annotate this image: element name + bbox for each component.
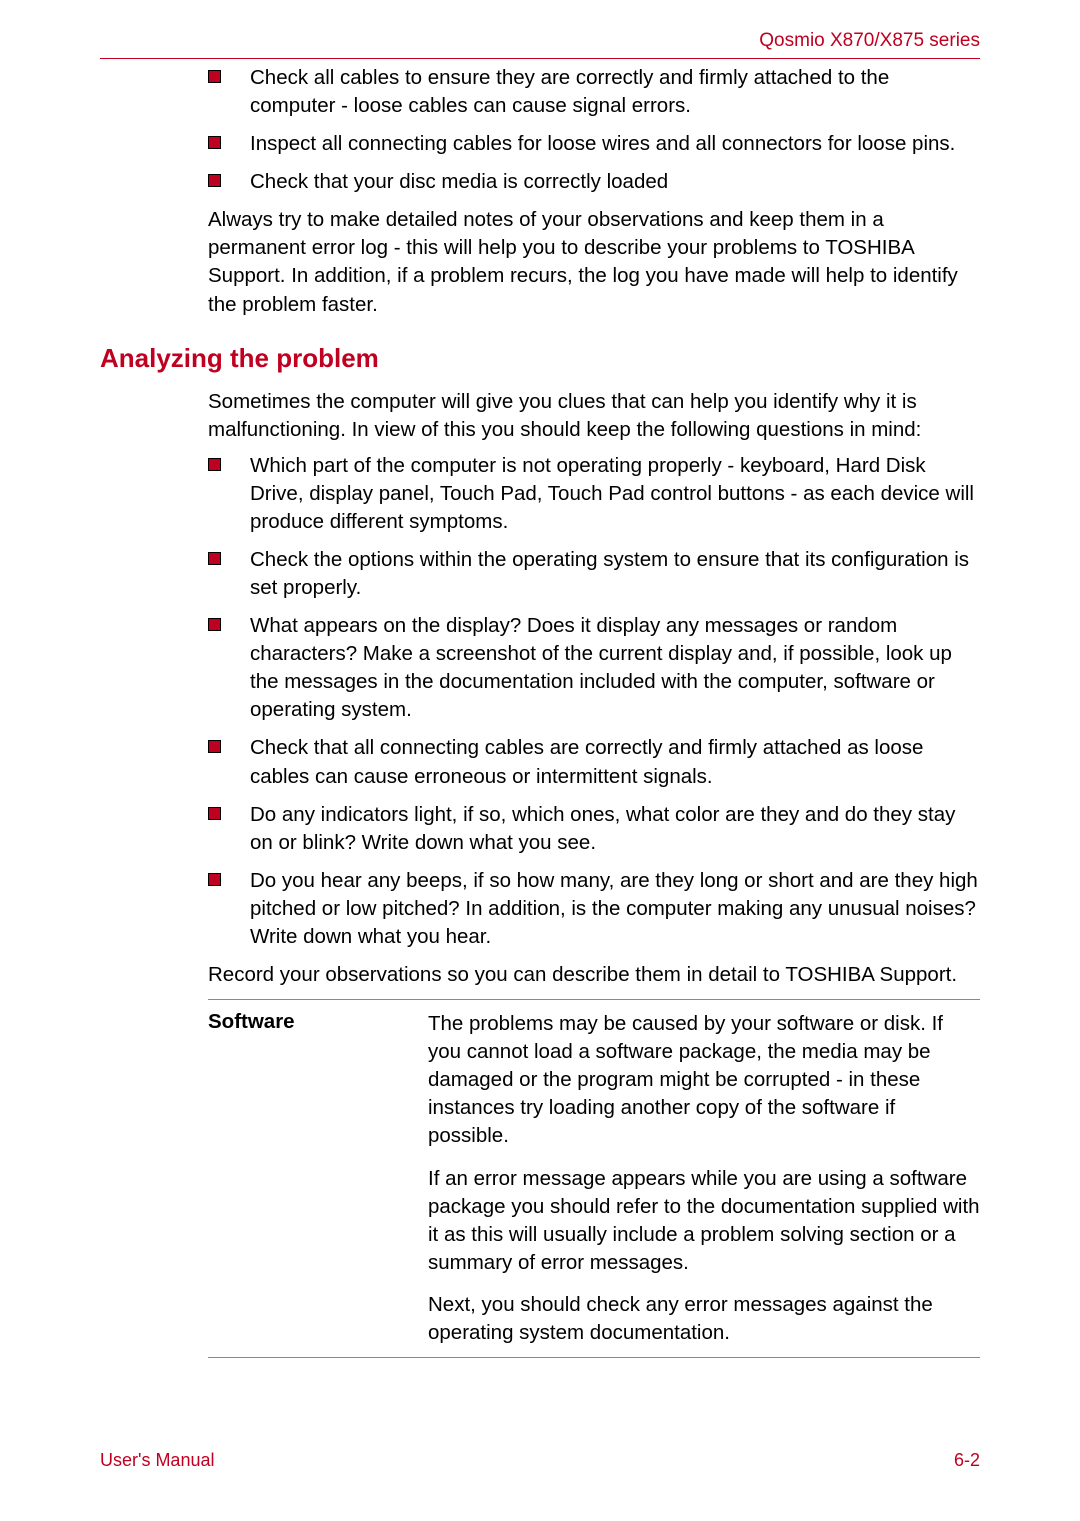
bullet-icon [208,458,221,471]
table-row-label: Software [208,1010,428,1347]
list-item: Inspect all connecting cables for loose … [208,130,980,158]
section-lead: Sometimes the computer will give you clu… [208,388,980,444]
table-cell-para: The problems may be caused by your softw… [428,1010,980,1150]
footer-left-label: User's Manual [100,1450,214,1471]
table-row-cell: The problems may be caused by your softw… [428,1010,980,1347]
list-item: Check all cables to ensure they are corr… [208,64,980,120]
manual-page: Qosmio X870/X875 series Check all cables… [0,0,1080,1521]
series-label: Qosmio X870/X875 series [759,30,980,52]
bullet-icon [208,740,221,753]
list-item-text: Do you hear any beeps, if so how many, a… [250,869,978,948]
info-table: Software The problems may be caused by y… [208,999,980,1358]
intro-paragraph: Always try to make detailed notes of you… [208,206,980,318]
list-item-text: Check the options within the operating s… [250,548,969,599]
bullet-icon [208,873,221,886]
list-item-text: Do any indicators light, if so, which on… [250,803,955,854]
bullet-icon [208,70,221,83]
table-cell-para: If an error message appears while you ar… [428,1165,980,1277]
list-item-text: Check all cables to ensure they are corr… [250,66,889,117]
bullet-icon [208,807,221,820]
list-item-text: Check that all connecting cables are cor… [250,736,923,787]
header-rule [100,58,980,59]
table-cell-para: Next, you should check any error message… [428,1291,980,1347]
list-item-text: Check that your disc media is correctly … [250,170,668,193]
list-item-text: Which part of the computer is not operat… [250,454,974,533]
section-bullet-list: Which part of the computer is not operat… [208,452,980,951]
intro-bullet-list: Check all cables to ensure they are corr… [208,64,980,196]
bullet-icon [208,174,221,187]
list-item: Check that all connecting cables are cor… [208,734,980,790]
bullet-icon [208,552,221,565]
bullet-icon [208,618,221,631]
list-item: Check the options within the operating s… [208,546,980,602]
page-content: Check all cables to ensure they are corr… [100,64,980,1358]
list-item-text: What appears on the display? Does it dis… [250,614,952,721]
section-closing: Record your observations so you can desc… [208,961,980,989]
list-item: Do any indicators light, if so, which on… [208,801,980,857]
list-item: Check that your disc media is correctly … [208,168,980,196]
list-item: What appears on the display? Does it dis… [208,612,980,724]
bullet-icon [208,136,221,149]
section-heading: Analyzing the problem [100,343,980,374]
list-item: Do you hear any beeps, if so how many, a… [208,867,980,951]
list-item: Which part of the computer is not operat… [208,452,980,536]
list-item-text: Inspect all connecting cables for loose … [250,132,955,155]
table-row: Software The problems may be caused by y… [208,999,980,1358]
footer-page-number: 6-2 [954,1450,980,1471]
